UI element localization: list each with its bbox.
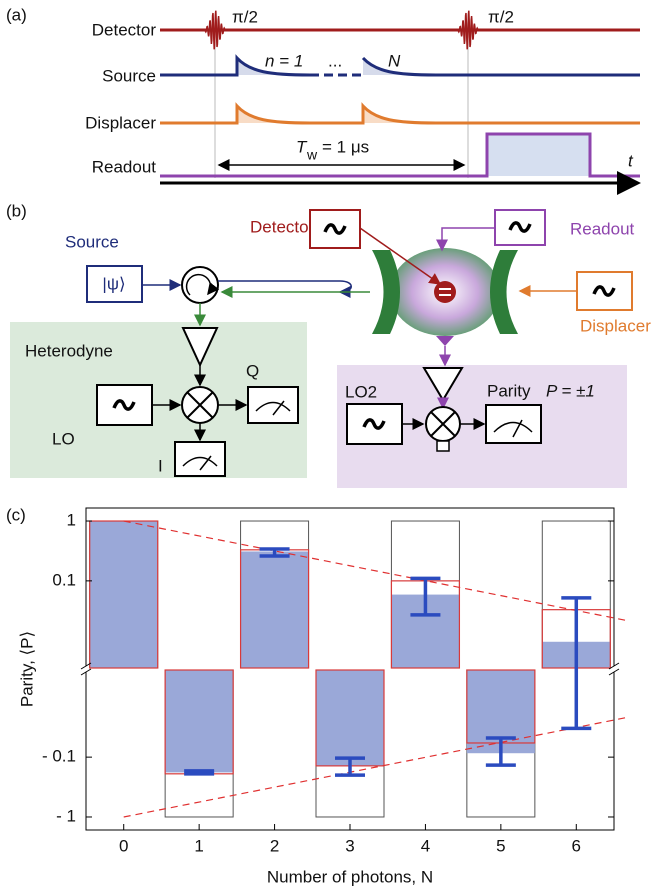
photon-label: N	[388, 51, 401, 70]
x-tick-label: 6	[572, 836, 581, 855]
meter-needle	[182, 455, 218, 471]
tilde-group	[112, 221, 616, 430]
arrow	[436, 227, 495, 252]
x-tick-label: 0	[119, 836, 128, 855]
y-tick-label: 0.1	[52, 570, 76, 589]
heterodyne-title: Heterodyne	[25, 341, 113, 360]
parity-chart: (c) 1 0.1 - 0.1 - 1 0 1 2 3 4 5 6 Number of photons…	[6, 505, 626, 886]
termination	[436, 440, 450, 452]
readout-window	[487, 134, 590, 176]
tilde	[592, 285, 616, 297]
x-tick-label: 2	[270, 836, 279, 855]
arrow	[359, 227, 442, 285]
row-label: Readout	[92, 157, 157, 176]
time-label: t	[628, 151, 634, 170]
amplifier	[422, 367, 464, 402]
meter	[174, 441, 226, 477]
axis-break	[608, 662, 620, 676]
y-tick-label: - 1	[56, 806, 76, 825]
mixer-cross	[186, 391, 214, 419]
state-label: |ψ⟩	[102, 274, 125, 293]
tilde	[508, 221, 532, 233]
source-box	[86, 265, 143, 303]
detector-label: Detector	[250, 217, 315, 236]
lo2-label: LO2	[345, 382, 377, 401]
displacer-line	[160, 102, 640, 125]
source-line	[160, 54, 640, 77]
axis-break	[80, 662, 92, 676]
measured-bar	[240, 551, 309, 668]
x-tick-label: 3	[345, 836, 354, 855]
measured-bar	[89, 521, 158, 668]
y-axis-label: Parity, ⟨P⟩	[17, 631, 36, 707]
panel-label: (b)	[6, 201, 27, 220]
meter-needle	[493, 419, 533, 438]
source-label: Source	[65, 232, 119, 251]
measured-bar	[165, 670, 234, 773]
displacer-label: Displacer	[580, 316, 651, 335]
arrow	[218, 280, 352, 298]
readout-line	[160, 132, 640, 178]
readout-label: Readout	[570, 219, 635, 238]
envelope-line	[123, 520, 626, 621]
q-label: Q	[246, 361, 259, 380]
pi-pulse	[199, 10, 231, 50]
parity-result: P = ±1	[546, 381, 595, 400]
photon-label: n = 1	[265, 51, 303, 70]
photon-label: ...	[328, 51, 342, 70]
mixer-cross	[430, 411, 456, 437]
tilde	[112, 399, 136, 411]
meter	[485, 404, 542, 444]
pulse-label: π/2	[488, 7, 514, 26]
y-tick-label: 1	[67, 511, 76, 530]
qubit-mark	[439, 288, 451, 296]
panel-label: (a)	[6, 5, 27, 24]
y-tick-label: - 0.1	[42, 747, 76, 766]
tilde	[362, 418, 386, 430]
qubit	[434, 281, 456, 303]
envelope-line	[123, 717, 626, 818]
x-tick-label: 4	[421, 836, 430, 855]
x-tick-label: 5	[496, 836, 505, 855]
pulse-label: π/2	[232, 7, 258, 26]
port	[436, 336, 454, 346]
row-label: Displacer	[85, 113, 156, 132]
x-tick-label: 1	[194, 836, 203, 855]
timing-diagram: (a) Detector Source Displacer Readout π/…	[6, 5, 641, 195]
circulator-arrow	[185, 273, 220, 296]
i-label: I	[158, 456, 163, 475]
row-label: Detector	[92, 20, 157, 39]
meter	[247, 386, 299, 424]
parity-label: Parity	[487, 381, 531, 400]
meter-needle	[255, 400, 291, 416]
mirror	[490, 250, 518, 334]
pi-pulse	[452, 10, 484, 50]
row-label: Source	[102, 66, 156, 85]
wait-text: = 1 μs	[322, 137, 369, 156]
lo-label: LO	[52, 429, 75, 448]
measured-bar	[316, 670, 384, 766]
mirror	[372, 250, 400, 334]
setup-diagram: (b) Source |ψ⟩ Heterodyne LO Q I Detecto…	[6, 201, 651, 488]
wait-symbol: T	[296, 137, 308, 156]
panel-label: (c)	[6, 505, 26, 524]
x-axis-label: Number of photons, N	[267, 867, 433, 886]
tilde	[323, 223, 347, 235]
amplifier	[181, 327, 219, 368]
wait-subscript: w	[306, 147, 318, 163]
